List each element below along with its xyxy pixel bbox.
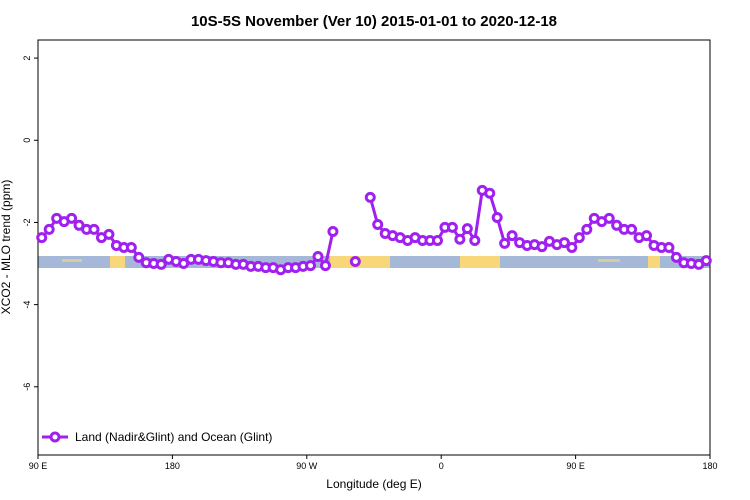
data-point bbox=[125, 242, 137, 253]
data-point bbox=[454, 233, 466, 245]
data-point bbox=[36, 232, 48, 244]
data-point bbox=[581, 223, 593, 235]
data-point bbox=[88, 223, 100, 235]
data-point bbox=[327, 225, 339, 237]
data-point bbox=[603, 212, 615, 224]
data-point bbox=[499, 237, 511, 249]
data-point bbox=[312, 251, 324, 263]
data-point bbox=[536, 241, 548, 253]
legend-marker bbox=[49, 431, 61, 443]
x-tick-label: 90 E bbox=[29, 461, 48, 471]
legend-label: Land (Nadir&Glint) and Ocean (Glint) bbox=[75, 430, 272, 444]
plot-frame bbox=[37, 39, 711, 456]
data-point bbox=[461, 223, 473, 235]
data-point bbox=[484, 187, 496, 199]
legend: Land (Nadir&Glint) and Ocean (Glint) bbox=[42, 430, 272, 444]
data-point bbox=[364, 191, 376, 203]
data-point bbox=[372, 218, 384, 230]
x-axis-label: Longitude (deg E) bbox=[326, 477, 421, 491]
data-point bbox=[66, 212, 78, 224]
x-tick-label: 90 E bbox=[566, 461, 585, 471]
data-point bbox=[641, 230, 653, 242]
data-point bbox=[700, 255, 712, 267]
data-point bbox=[446, 221, 458, 233]
data-point bbox=[491, 212, 503, 224]
data-point bbox=[506, 230, 518, 242]
chart-title: 10S-5S November (Ver 10) 2015-01-01 to 2… bbox=[191, 13, 557, 30]
x-tick-label: 180 bbox=[702, 461, 717, 471]
x-tick-label: 0 bbox=[439, 461, 444, 471]
data-point bbox=[469, 235, 481, 247]
data-point bbox=[103, 228, 115, 240]
x-tick-label: 180 bbox=[165, 461, 180, 471]
data-point bbox=[431, 235, 443, 247]
y-tick-label: -4 bbox=[22, 301, 32, 309]
data-point bbox=[573, 232, 585, 244]
data-point bbox=[670, 251, 682, 263]
data-point bbox=[558, 237, 570, 249]
y-tick-label: 0 bbox=[22, 138, 32, 143]
data-point bbox=[133, 251, 145, 263]
y-tick-label: 2 bbox=[22, 56, 32, 61]
data-point bbox=[349, 255, 361, 267]
y-axis-label: XCO2 - MLO trend (ppm) bbox=[0, 180, 13, 315]
y-tick-label: -2 bbox=[22, 218, 32, 226]
data-point bbox=[43, 223, 55, 235]
data-point bbox=[566, 242, 578, 253]
x-tick-label: 90 W bbox=[296, 461, 318, 471]
data-point bbox=[663, 242, 675, 253]
data-point bbox=[155, 258, 167, 270]
y-tick-label: -6 bbox=[22, 383, 32, 391]
data-point bbox=[626, 223, 638, 235]
data-point bbox=[305, 260, 317, 272]
data-point bbox=[319, 260, 331, 272]
